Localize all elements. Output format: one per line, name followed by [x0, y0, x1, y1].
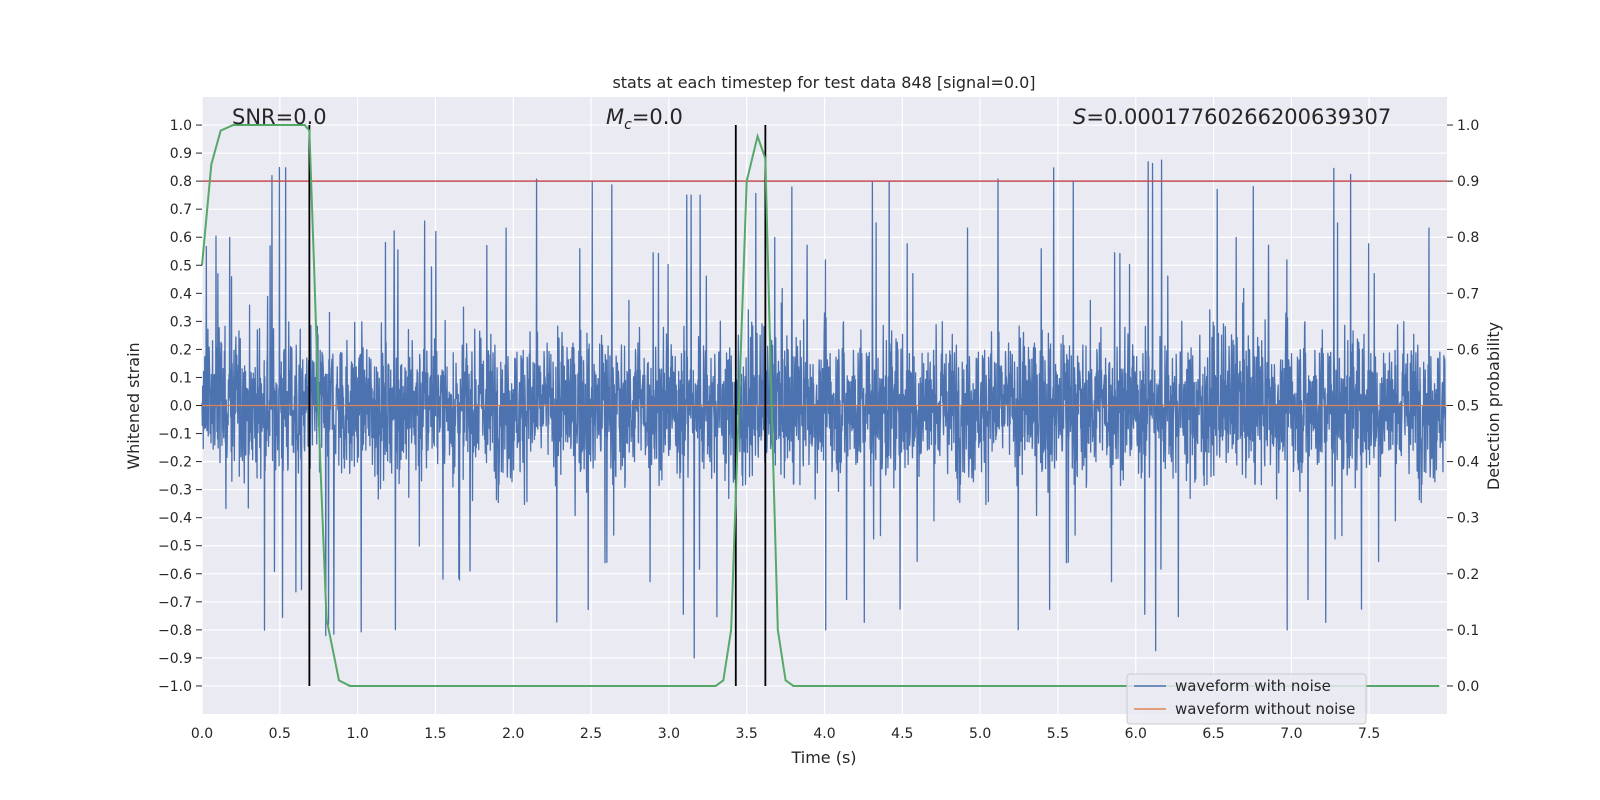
- y-right-tick-label: 0.8: [1457, 230, 1479, 246]
- detection-probability-line: [201, 124, 1440, 687]
- y-right-tick-label: 0.6: [1457, 342, 1479, 358]
- y-right-tick-label: 0.9: [1457, 174, 1479, 190]
- chirp-mass-value: =0.0: [632, 105, 683, 129]
- x-tick-label: 5.5: [1047, 726, 1069, 742]
- x-tick-label: 4.5: [891, 726, 913, 742]
- y-tick-label: 0.8: [170, 174, 192, 190]
- legend-label-noise: waveform with noise: [1175, 677, 1331, 695]
- chirp-mass-symbol: M: [606, 105, 624, 129]
- y-tick-label: −0.2: [158, 455, 192, 471]
- chart-title: stats at each timestep for test data 848…: [612, 73, 1035, 92]
- x-tick-label: 4.0: [813, 726, 835, 742]
- y-axis-right-ticks: 1.0 0.9 0.8 0.7 0.6 0.5 0.4 0.3 0.2 0.1 0.0: [1447, 118, 1479, 695]
- x-tick-label: 3.0: [658, 726, 680, 742]
- y-axis-right-label: Detection probability: [1484, 322, 1503, 490]
- y-tick-label: 0.1: [170, 370, 192, 386]
- y-tick-label: 0.4: [170, 286, 192, 302]
- y-tick-label: 1.0: [170, 118, 192, 134]
- x-tick-label: 6.0: [1125, 726, 1147, 742]
- y-tick-label: 0.6: [170, 230, 192, 246]
- x-tick-label: 3.5: [736, 726, 758, 742]
- chirp-mass-subscript: c: [624, 117, 632, 133]
- x-tick-label: 0.0: [191, 726, 213, 742]
- y-tick-label: 0.7: [170, 202, 192, 218]
- y-right-tick-label: 0.5: [1457, 399, 1479, 415]
- x-tick-label: 2.0: [502, 726, 524, 742]
- y-right-tick-label: 0.0: [1457, 679, 1479, 695]
- y-right-tick-label: 0.7: [1457, 286, 1479, 302]
- y-axis-label: Whitened strain: [124, 342, 143, 469]
- y-axis-ticks: 1.0 0.9 0.8 0.7 0.6 0.5 0.4 0.3 0.2 0.1 0.0 −0.1 −0.…: [158, 118, 202, 695]
- x-tick-label: 1.5: [424, 726, 446, 742]
- y-tick-label: −1.0: [158, 679, 192, 695]
- legend: waveform with noise waveform without noi…: [1126, 673, 1367, 725]
- y-tick-label: −0.9: [158, 651, 192, 667]
- legend-box: [1126, 673, 1367, 725]
- score-symbol: S: [1073, 105, 1086, 129]
- legend-label-clean: waveform without noise: [1175, 700, 1355, 718]
- score-value: =0.00017760266200639307: [1086, 105, 1391, 129]
- y-tick-label: −0.8: [158, 623, 192, 639]
- y-right-tick-label: 0.2: [1457, 567, 1479, 583]
- x-axis-ticks: 0.0 0.5 1.0 1.5 2.0 2.5 3.0 3.5 4.0 4.5 5.0 5.5 6.0 6…: [191, 726, 1380, 742]
- y-tick-label: −0.3: [158, 483, 192, 499]
- x-tick-label: 1.0: [346, 726, 368, 742]
- y-tick-label: −0.7: [158, 595, 192, 611]
- y-tick-label: 0.5: [170, 258, 192, 274]
- noise-waveform-line: [201, 159, 1447, 659]
- x-tick-label: 6.5: [1202, 726, 1224, 742]
- y-tick-label: 0.3: [170, 314, 192, 330]
- snr-annotation: SNR=0.0: [232, 105, 327, 129]
- overlay-lines: [201, 124, 1447, 687]
- score-annotation: S=0.00017760266200639307: [1073, 105, 1391, 129]
- noise-series: [201, 159, 1447, 659]
- y-tick-label: 0.0: [170, 399, 192, 415]
- y-right-tick-label: 1.0: [1457, 118, 1479, 134]
- chirp-mass-annotation: Mc=0.0: [606, 105, 683, 133]
- y-tick-label: −0.6: [158, 567, 192, 583]
- y-tick-label: −0.4: [158, 511, 192, 527]
- y-tick-label: 0.9: [170, 146, 192, 162]
- y-tick-label: −0.5: [158, 539, 192, 555]
- y-right-tick-label: 0.4: [1457, 455, 1479, 471]
- x-tick-label: 0.5: [269, 726, 291, 742]
- x-tick-label: 2.5: [580, 726, 602, 742]
- x-tick-label: 7.5: [1358, 726, 1380, 742]
- y-right-tick-label: 0.3: [1457, 511, 1479, 527]
- x-axis-label: Time (s): [790, 748, 856, 767]
- x-tick-label: 7.0: [1280, 726, 1302, 742]
- y-tick-label: 0.2: [170, 342, 192, 358]
- x-tick-label: 5.0: [969, 726, 991, 742]
- y-right-tick-label: 0.1: [1457, 623, 1479, 639]
- y-tick-label: −0.1: [158, 427, 192, 443]
